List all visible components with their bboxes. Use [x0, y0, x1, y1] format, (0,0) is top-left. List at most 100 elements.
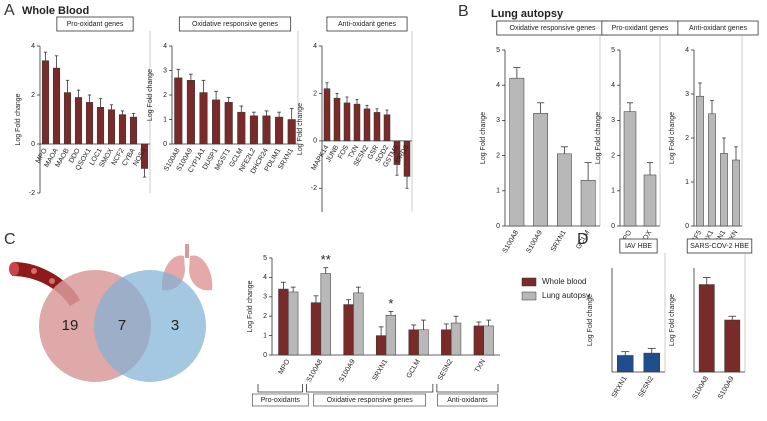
bar — [63, 92, 72, 145]
x-tick-label: S100A8 — [692, 375, 711, 400]
chart-title: Oxidative responsive genes — [192, 21, 278, 28]
bar — [623, 111, 637, 227]
chart-title: Pro-oxidant genes — [67, 21, 124, 28]
group-label: Anti-oxidants — [447, 397, 488, 404]
bar — [275, 116, 284, 145]
y-tick-label: 3 — [611, 117, 615, 124]
x-tick-label: SRXN1 — [372, 358, 390, 382]
bar — [343, 102, 351, 142]
bar — [224, 102, 233, 145]
bar — [580, 179, 596, 227]
y-axis-label: Log Fold change — [669, 294, 676, 346]
heading: Lung autopsy — [491, 8, 564, 20]
bar — [643, 352, 660, 373]
group-label: Pro-oxidants — [261, 397, 301, 404]
y-tick-label: 0 — [685, 223, 689, 230]
y-tick-label: 5 — [263, 255, 267, 262]
bar — [129, 116, 138, 145]
y-tick-label: 2 — [313, 90, 317, 97]
x-tick-label: S100A8 — [306, 358, 325, 383]
bar — [473, 325, 484, 356]
y-tick-label: 3 — [163, 67, 167, 74]
venn-count: 7 — [118, 317, 126, 334]
bar — [375, 335, 387, 356]
bar — [118, 114, 127, 145]
bar — [708, 113, 716, 227]
y-tick-label: 0 — [163, 141, 167, 148]
bar — [363, 108, 371, 142]
bar — [96, 107, 105, 145]
bar — [720, 153, 728, 227]
y-tick-label: 1 — [163, 116, 167, 123]
y-tick-label: 2 — [685, 135, 689, 142]
bar — [696, 95, 704, 227]
bar — [509, 77, 525, 227]
bar — [450, 322, 462, 356]
bar — [74, 97, 83, 145]
bar — [383, 114, 391, 142]
bar — [353, 103, 361, 142]
y-axis-label: Log Fold change — [147, 69, 154, 121]
bar — [278, 288, 289, 356]
y-tick-label: 3 — [685, 91, 689, 98]
y-tick-label: 4 — [313, 43, 317, 50]
title-box — [619, 238, 658, 254]
bar — [199, 92, 208, 145]
chart-title: SARS-COV-2 HBE — [690, 243, 749, 250]
y-axis-label: Log Fold change — [15, 93, 22, 145]
y-axis-label: Log Fold change — [247, 280, 254, 332]
y-tick-label: 0 — [313, 138, 317, 145]
y-tick-label: 0 — [31, 141, 35, 148]
bar — [643, 174, 657, 227]
title-box — [56, 16, 134, 32]
y-axis-label: Log Fold change — [480, 112, 487, 164]
venn-count: 19 — [62, 317, 79, 334]
panel-label: B — [458, 3, 469, 20]
y-tick-label: 0 — [611, 223, 615, 230]
bar — [617, 355, 634, 373]
legend-swatch — [521, 291, 537, 301]
bar — [52, 67, 61, 145]
y-tick-label: 3 — [263, 294, 267, 301]
bar — [310, 302, 322, 356]
title-box — [326, 16, 408, 32]
bar — [41, 60, 50, 145]
y-tick-label: 1 — [685, 179, 689, 186]
y-tick-label: 2 — [263, 313, 267, 320]
bar — [724, 319, 741, 373]
y-tick-label: 4 — [263, 274, 267, 281]
y-tick-label: 1 — [496, 188, 500, 195]
panel-label: A — [4, 2, 15, 19]
bar — [262, 115, 271, 145]
y-tick-label: 5 — [611, 47, 615, 54]
y-tick-label: 2 — [496, 152, 500, 159]
chart-title: Pro-oxidant genes — [612, 25, 669, 32]
bar — [698, 284, 715, 373]
bar — [174, 77, 183, 145]
chart-title: IAV HBE — [625, 243, 652, 250]
y-tick-label: -2 — [29, 190, 35, 197]
chart-title: Anti-oxidant genes — [689, 25, 747, 32]
group-label: Oxidative responsive genes — [327, 397, 413, 404]
y-axis-label: Log Fold change — [669, 112, 676, 164]
chart-title: Oxidative responsive genes — [510, 25, 596, 32]
chart-title: Anti-oxidant genes — [338, 21, 396, 28]
bar — [288, 291, 299, 356]
x-tick-label: TXN — [474, 358, 487, 374]
bar — [343, 304, 354, 356]
bar — [212, 99, 221, 145]
group-bracket — [306, 384, 434, 393]
bar — [483, 325, 494, 356]
group-label-box — [437, 393, 498, 407]
y-tick-label: 2 — [31, 92, 35, 99]
bar — [237, 111, 246, 145]
y-tick-label: 0 — [496, 223, 500, 230]
bar — [353, 292, 364, 356]
bar — [385, 314, 397, 356]
significance: ** — [321, 252, 331, 267]
significance: * — [388, 296, 393, 311]
group-bracket — [257, 384, 303, 393]
bar — [107, 109, 116, 145]
bar — [557, 153, 572, 227]
